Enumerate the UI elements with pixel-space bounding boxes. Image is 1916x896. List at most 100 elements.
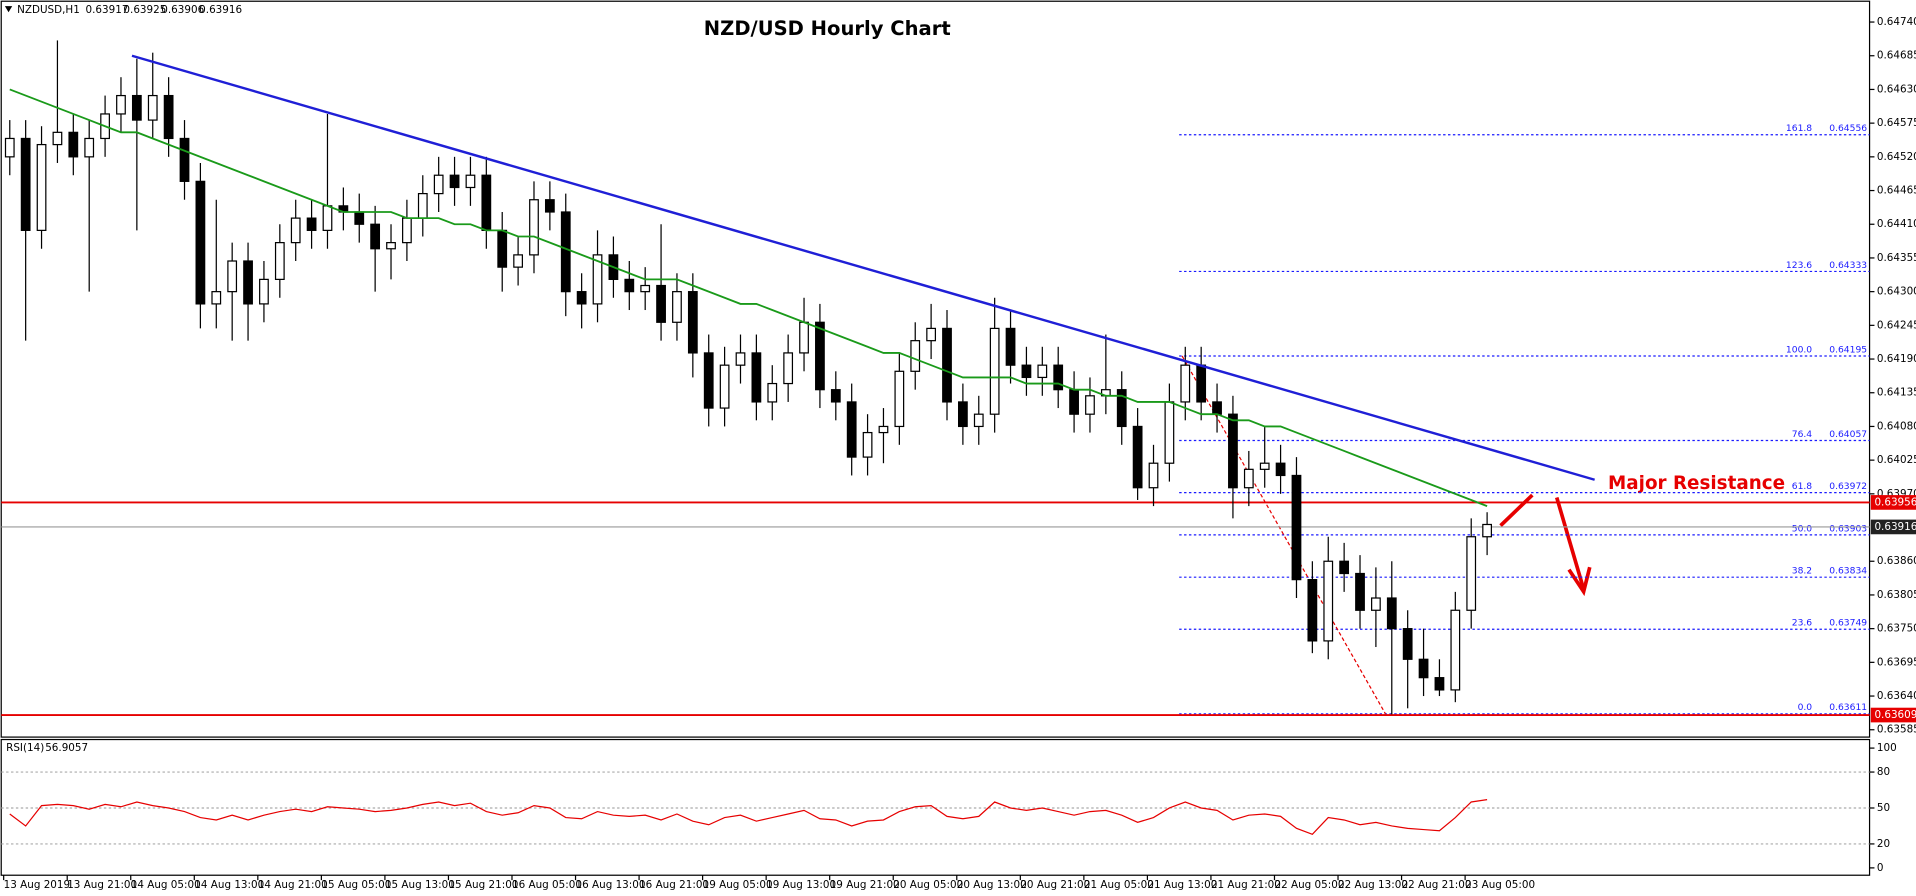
- arrow-up: [1499, 493, 1534, 527]
- candle-body: [243, 260, 253, 305]
- y-tick-label: 0.63585: [1877, 724, 1916, 736]
- header-icon: [4, 6, 13, 13]
- candle-body: [640, 284, 651, 293]
- candle-body: [735, 352, 746, 366]
- fib-ratio: 50.0: [1792, 523, 1813, 534]
- x-tick-label: 21 Aug 05:00: [1084, 879, 1154, 891]
- price-box-label: 0.63609: [1874, 709, 1916, 721]
- candle-body: [370, 223, 381, 250]
- fib-ratio: 0.0: [1798, 702, 1813, 713]
- chart-title: NZD/USD Hourly Chart: [704, 17, 951, 40]
- candle-body: [1116, 389, 1127, 428]
- header-value: 0.63916: [199, 4, 242, 16]
- candle-body: [354, 211, 365, 225]
- candle-body: [957, 401, 968, 428]
- candle-body: [1402, 628, 1413, 660]
- candle-body: [1450, 609, 1461, 691]
- x-tick-label: 15 Aug 13:00: [385, 879, 455, 891]
- y-tick-label: 0.64630: [1877, 83, 1916, 95]
- y-tick-label: 0.64190: [1877, 353, 1916, 365]
- candle-body: [433, 174, 444, 195]
- fib-ratio: 38.2: [1792, 566, 1812, 577]
- arrow-head: [1567, 566, 1592, 597]
- x-tick-label: 22 Aug 21:00: [1402, 879, 1472, 891]
- x-tick-label: 16 Aug 13:00: [576, 879, 646, 891]
- annotation: Major Resistance: [1608, 473, 1785, 494]
- price-box: [1870, 707, 1916, 723]
- y-tick-label: 0.64300: [1877, 286, 1916, 298]
- candle-body: [1085, 395, 1095, 415]
- candle-body: [465, 174, 476, 189]
- x-tick-label: 15 Aug 05:00: [321, 879, 391, 891]
- fib-value: 0.63611: [1829, 702, 1867, 713]
- candle-body: [973, 413, 984, 428]
- candle-body: [815, 321, 825, 391]
- fib-value: 0.64195: [1829, 344, 1867, 355]
- moving-average: [9, 88, 1488, 507]
- x-tick-label: 14 Aug 21:00: [258, 879, 328, 891]
- y-tick-label: 0.63750: [1877, 623, 1916, 635]
- candle-body: [1355, 572, 1365, 611]
- candle-body: [926, 327, 937, 342]
- y-tick-label: 0.64025: [1877, 454, 1916, 466]
- candle-body: [4, 137, 15, 158]
- fib-ratio: 23.6: [1792, 618, 1813, 629]
- x-tick-label: 15 Aug 21:00: [448, 879, 518, 891]
- y-tick-label: 0.64355: [1877, 252, 1916, 264]
- candle-body: [179, 137, 190, 182]
- candle-body: [767, 382, 778, 403]
- candle-body: [799, 321, 809, 354]
- rsi-tick-label: 0: [1877, 862, 1884, 874]
- y-tick-label: 0.64740: [1877, 16, 1916, 28]
- candle-body: [1148, 462, 1159, 489]
- candle-body: [878, 425, 889, 434]
- arrow-down: [1554, 496, 1586, 590]
- candle-body: [1228, 413, 1238, 489]
- arrows: [1499, 493, 1592, 597]
- candle-body: [1418, 658, 1429, 679]
- candle-body: [624, 278, 635, 293]
- rsi-tick-label: 100: [1877, 742, 1897, 754]
- candle-body: [131, 94, 142, 121]
- x-tick-label: 16 Aug 21:00: [639, 879, 709, 891]
- fib-base-line: [1181, 355, 1386, 715]
- x-tick-label: 23 Aug 05:00: [1465, 879, 1535, 891]
- fib-ratio: 61.8: [1792, 481, 1813, 492]
- y-tick-label: 0.63695: [1877, 656, 1916, 668]
- candle-body: [195, 180, 206, 305]
- candle-body: [163, 94, 174, 140]
- candle-body: [417, 192, 428, 219]
- y-tick-label: 0.64520: [1877, 151, 1916, 163]
- fib-value: 0.64333: [1829, 260, 1867, 271]
- candle-body: [84, 137, 95, 158]
- candle-body: [672, 291, 682, 323]
- fib-value: 0.63834: [1829, 566, 1867, 577]
- candle-body: [1307, 579, 1318, 642]
- candle-body: [783, 352, 794, 385]
- header-value: 0.63925: [123, 4, 166, 16]
- x-tick-label: 21 Aug 21:00: [1211, 879, 1281, 891]
- candle-body: [1069, 389, 1079, 415]
- price-box-label: 0.63916: [1874, 521, 1916, 533]
- candle-body: [1037, 364, 1048, 379]
- rsi-tick-label: 50: [1877, 802, 1890, 814]
- y-tick-label: 0.63640: [1877, 690, 1916, 702]
- x-tick-label: 22 Aug 05:00: [1274, 879, 1344, 891]
- candle-body: [846, 401, 857, 458]
- candle-body: [449, 174, 460, 189]
- x-tick-label: 19 Aug 21:00: [830, 879, 900, 891]
- candle-body: [227, 260, 238, 293]
- fib-value: 0.63972: [1829, 481, 1867, 492]
- fib-value: 0.64057: [1829, 429, 1867, 440]
- candle-body: [290, 217, 301, 244]
- candle-body: [1132, 425, 1143, 489]
- fib-ratio: 123.6: [1786, 260, 1812, 271]
- x-tick-label: 19 Aug 13:00: [766, 879, 836, 891]
- candle-body: [1259, 462, 1270, 470]
- candle-body: [274, 242, 285, 281]
- candle-body: [1275, 462, 1286, 477]
- candle-body: [989, 327, 1000, 415]
- candle-body: [703, 352, 714, 409]
- rsi-name: RSI(14): [6, 742, 44, 754]
- candle-body: [576, 291, 587, 305]
